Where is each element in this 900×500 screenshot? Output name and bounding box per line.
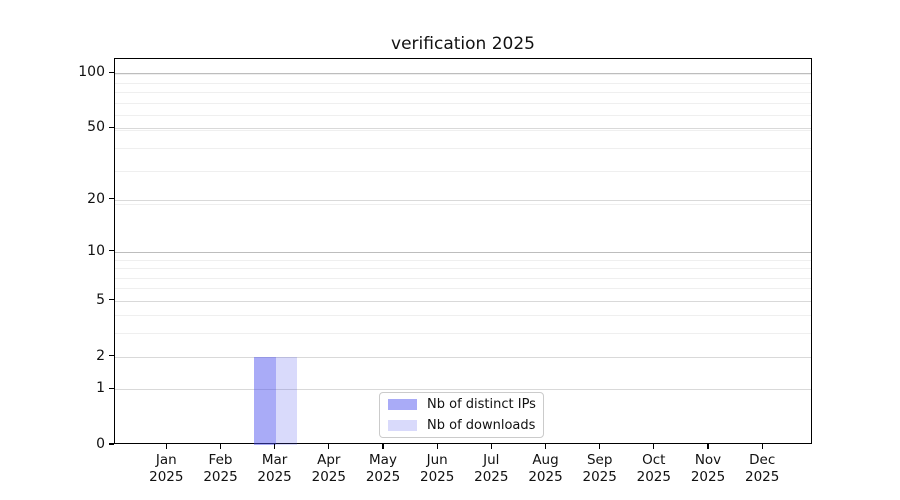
bar-downloads-mar — [275, 356, 298, 445]
minor-gridline — [115, 277, 811, 279]
minor-gridline — [115, 74, 811, 75]
y-tick-label: 0 — [96, 436, 105, 452]
x-tick-label: Jan 2025 — [149, 452, 184, 485]
major-gridline — [115, 128, 811, 130]
y-tick-mark — [109, 299, 114, 301]
x-tick-mark — [490, 444, 492, 449]
plot-area: Nb of distinct IPs Nb of downloads — [114, 58, 812, 445]
y-tick-label: 50 — [87, 119, 105, 136]
x-tick-mark — [165, 444, 167, 449]
minor-gridline — [115, 115, 811, 117]
x-tick-mark — [382, 444, 384, 449]
minor-gridline — [115, 288, 811, 290]
x-tick-label: Mar 2025 — [257, 452, 292, 485]
x-tick-label: May 2025 — [365, 452, 401, 485]
y-tick-mark — [109, 354, 114, 357]
minor-gridline — [115, 268, 811, 269]
minor-gridline — [115, 333, 811, 335]
major-gridline — [115, 73, 811, 75]
x-tick-label: Dec 2025 — [745, 452, 780, 485]
x-tick-mark — [436, 444, 438, 449]
y-tick-mark — [109, 387, 114, 389]
major-gridline — [115, 251, 811, 253]
x-tick-label: Oct 2025 — [636, 452, 671, 485]
legend-swatch-downloads — [388, 420, 417, 431]
y-tick-label: 1 — [96, 380, 105, 397]
chart-title: verification 2025 — [391, 34, 535, 54]
minor-gridline — [115, 102, 811, 104]
minor-gridline — [115, 82, 811, 84]
major-gridline — [115, 389, 811, 391]
y-tick-mark — [109, 71, 114, 73]
x-tick-label: Jun 2025 — [420, 452, 455, 485]
x-tick-mark — [599, 444, 601, 449]
y-tick-label: 5 — [96, 291, 105, 308]
minor-gridline — [115, 259, 811, 261]
x-tick-mark — [273, 444, 276, 449]
legend-label: Nb of downloads — [427, 418, 536, 433]
minor-gridline — [115, 203, 811, 205]
x-tick-mark — [219, 444, 222, 449]
y-tick-mark — [109, 198, 114, 200]
x-tick-mark — [707, 444, 709, 449]
x-tick-label: Nov 2025 — [690, 452, 726, 485]
y-tick-label: 100 — [78, 64, 105, 81]
major-gridline — [115, 199, 811, 201]
bar-distinct-ips-mar — [254, 356, 276, 445]
legend-row: Nb of downloads — [380, 415, 543, 436]
y-tick-label: 10 — [87, 242, 105, 259]
y-tick-label: 20 — [87, 190, 105, 207]
y-tick-mark — [109, 443, 114, 445]
minor-gridline — [115, 315, 811, 317]
major-gridline — [115, 300, 811, 302]
legend: Nb of distinct IPs Nb of downloads — [379, 392, 544, 438]
minor-gridline — [115, 129, 811, 131]
minor-gridline — [115, 171, 811, 172]
y-tick-mark — [109, 126, 114, 128]
legend-swatch-distinct-ips — [388, 399, 417, 410]
minor-gridline — [115, 147, 811, 149]
x-tick-label: Sep 2025 — [582, 452, 617, 485]
legend-label: Nb of distinct IPs — [427, 397, 536, 412]
y-tick-mark — [109, 250, 114, 252]
x-tick-mark — [761, 444, 763, 449]
x-tick-label: Jul 2025 — [474, 452, 509, 485]
x-tick-mark — [544, 444, 547, 449]
legend-row: Nb of distinct IPs — [380, 394, 543, 415]
minor-gridline — [115, 92, 811, 93]
x-tick-mark — [328, 444, 330, 449]
y-tick-label: 2 — [96, 347, 105, 364]
x-tick-mark — [653, 444, 655, 449]
x-tick-label: Feb 2025 — [203, 452, 238, 485]
x-tick-label: Aug 2025 — [528, 452, 563, 485]
x-tick-label: Apr 2025 — [311, 452, 346, 485]
major-gridline — [115, 356, 811, 358]
